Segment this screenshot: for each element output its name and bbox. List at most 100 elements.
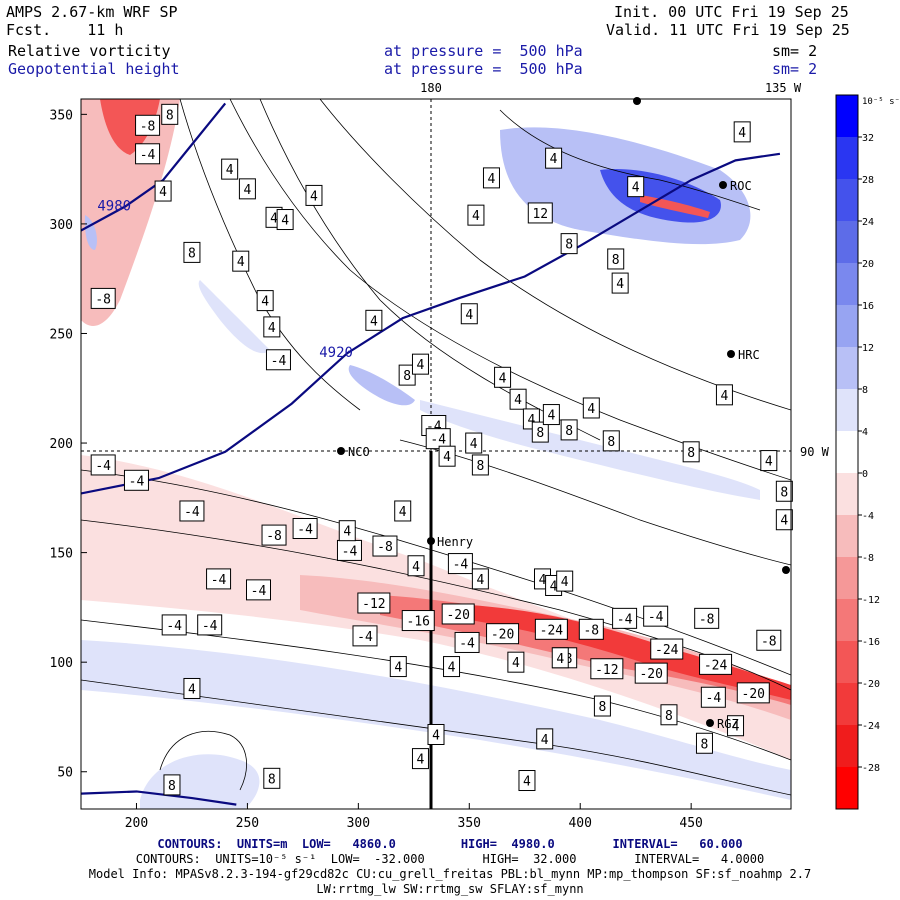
vorticity-label-box bbox=[611, 272, 629, 294]
vorticity-label-text: 4 bbox=[310, 189, 318, 204]
vorticity-label: 4 bbox=[427, 723, 445, 745]
vorticity-label: 4 bbox=[305, 184, 323, 206]
vorticity-label: -4 bbox=[90, 454, 116, 476]
vorticity-label-box bbox=[135, 114, 161, 136]
vorticity-label: 4 bbox=[467, 204, 485, 226]
vorticity-label-box bbox=[699, 653, 733, 675]
vorticity-label-text: 4 bbox=[281, 214, 289, 229]
vorticity-label-box bbox=[756, 629, 782, 651]
vorticity-label-box bbox=[154, 180, 172, 202]
vorticity-label: -24 bbox=[534, 618, 568, 640]
field1-smoothing: sm= 2 bbox=[772, 42, 818, 60]
vorticity-label: 4 bbox=[542, 404, 560, 426]
x-tick-label: 350 bbox=[458, 816, 481, 831]
vorticity-label: -4 bbox=[292, 518, 318, 540]
vorticity-label-box bbox=[556, 570, 574, 592]
vorticity-label-text: -20 bbox=[446, 608, 469, 623]
vorticity-label: 8 bbox=[682, 441, 700, 463]
vorticity-label-box bbox=[276, 209, 294, 231]
vorticity-label-box bbox=[438, 445, 456, 467]
y-tick-label: 200 bbox=[50, 437, 73, 452]
vorticity-label-text: -4 bbox=[95, 459, 111, 474]
vorticity-label-box bbox=[365, 309, 383, 331]
vorticity-contour-info: CONTOURS: UNITS=10⁻⁵ s⁻¹ LOW= -32.000 HI… bbox=[135, 852, 765, 866]
vorticity-label: 4 bbox=[627, 176, 645, 198]
station-rgz-label: RGZ bbox=[717, 717, 739, 731]
colorbar-swatch bbox=[836, 95, 858, 138]
vort-contour bbox=[259, 99, 601, 441]
y-axis: 350 300 250 200 150 100 50 bbox=[50, 108, 87, 781]
vorticity-label-box bbox=[352, 625, 378, 647]
vorticity-label-text: -12 bbox=[362, 597, 385, 612]
vorticity-label: -4 bbox=[197, 614, 223, 636]
vorticity-label-text: 8 bbox=[612, 253, 620, 268]
lon-135w-label: 135 W bbox=[765, 81, 802, 95]
vorticity-label-box bbox=[411, 748, 429, 770]
vorticity-label-text: 8 bbox=[166, 108, 174, 123]
vorticity-label-text: 4 bbox=[632, 181, 640, 196]
vorticity-label-box bbox=[398, 364, 416, 386]
vorticity-label: 4 bbox=[438, 445, 456, 467]
vorticity-label: 4 bbox=[482, 167, 500, 189]
vorticity-label-text: 4 bbox=[616, 277, 624, 292]
vorticity-label-text: 8 bbox=[780, 485, 788, 500]
vorticity-label-text: -20 bbox=[742, 687, 765, 702]
colorbar-swatch bbox=[836, 389, 858, 432]
station-roc-marker bbox=[719, 181, 727, 189]
vorticity-label: 4 bbox=[775, 509, 793, 531]
vorticity-label-box bbox=[292, 518, 318, 540]
vorticity-label-box bbox=[593, 695, 611, 717]
station-henry-label: Henry bbox=[437, 535, 473, 549]
model-info-radiation: LW:rrtmg_lw SW:rrtmg_sw SFLAY:sf_mynn bbox=[316, 882, 584, 896]
field2-level: at pressure = 500 hPa bbox=[384, 60, 583, 78]
station-nco-label: NCO bbox=[348, 445, 370, 459]
vorticity-label: 8 bbox=[531, 421, 549, 443]
vorticity-label-text: 4 bbox=[159, 185, 167, 200]
station-henry-marker bbox=[427, 537, 435, 545]
vorticity-label-text: 4 bbox=[550, 152, 558, 167]
vorticity-label: 4 bbox=[154, 180, 172, 202]
vorticity-label: -8 bbox=[694, 607, 720, 629]
field1-level: at pressure = 500 hPa bbox=[384, 42, 583, 60]
field2-name: Geopotential height bbox=[8, 60, 180, 78]
vorticity-label: -12 bbox=[590, 658, 624, 680]
vorticity-label-text: -16 bbox=[407, 615, 430, 630]
vorticity-label-text: 4 bbox=[268, 321, 276, 336]
vorticity-label: 4 bbox=[760, 450, 778, 472]
neg-band-inner bbox=[380, 595, 791, 705]
vorticity-label: 4 bbox=[221, 158, 239, 180]
vorticity-label-box bbox=[411, 353, 429, 375]
station-nco-marker bbox=[337, 447, 345, 455]
vorticity-label-box bbox=[443, 656, 461, 678]
vorticity-label-box bbox=[627, 176, 645, 198]
vorticity-label-box bbox=[482, 167, 500, 189]
colorbar-tick-label: -8 bbox=[862, 553, 874, 564]
vorticity-label: -8 bbox=[90, 287, 116, 309]
vorticity-label-text: -4 bbox=[251, 584, 267, 599]
vorticity-label: -12 bbox=[357, 592, 391, 614]
vorticity-label-box bbox=[447, 553, 473, 575]
vorticity-label-text: 12 bbox=[532, 207, 548, 222]
vorticity-label: -4 bbox=[336, 539, 362, 561]
vorticity-label-box bbox=[179, 500, 205, 522]
vorticity-label: 4 bbox=[545, 147, 563, 169]
vorticity-label-text: -4 bbox=[357, 630, 373, 645]
colorbar-tick-label: 32 bbox=[862, 133, 874, 144]
vorticity-label: -4 bbox=[135, 143, 161, 165]
vorticity-label-text: 4 bbox=[443, 450, 451, 465]
vorticity-label-box bbox=[427, 723, 445, 745]
vorticity-label-text: -4 bbox=[202, 619, 218, 634]
vorticity-label: 4 bbox=[389, 656, 407, 678]
colorbar-tick-label: 24 bbox=[862, 217, 874, 228]
height-contour bbox=[81, 102, 227, 232]
vorticity-label-box bbox=[494, 366, 512, 388]
vorticity-label-text: 8 bbox=[598, 700, 606, 715]
colorbar-swatch bbox=[836, 263, 858, 306]
station-hrc-marker bbox=[727, 350, 735, 358]
vorticity-label: 4 bbox=[507, 651, 525, 673]
vorticity-label-text: -4 bbox=[184, 505, 200, 520]
vorticity-label: -4 bbox=[612, 607, 638, 629]
vorticity-label-text: 4 bbox=[270, 211, 278, 226]
pos-left-blob bbox=[84, 215, 97, 250]
vorticity-label: -8 bbox=[756, 629, 782, 651]
